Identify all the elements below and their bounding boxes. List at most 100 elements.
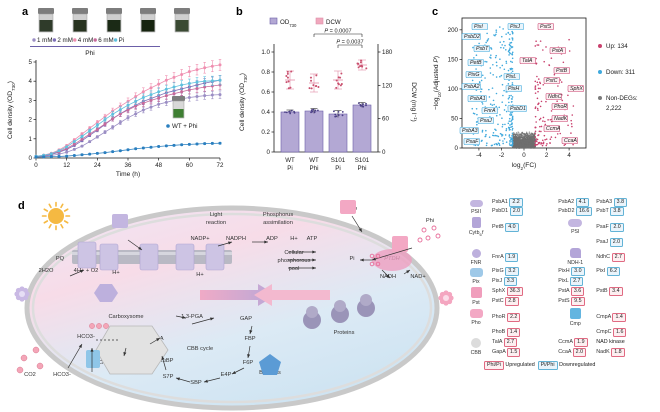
gene-label-SphX: SphX bbox=[568, 85, 584, 92]
culture-vial bbox=[38, 8, 54, 32]
gene-label-PixI: PixI bbox=[472, 23, 488, 30]
svg-text:24: 24 bbox=[94, 162, 101, 169]
ribosome-icon bbox=[360, 294, 372, 306]
data-point bbox=[311, 87, 313, 89]
h-plus-label2: H+ bbox=[112, 270, 120, 276]
panel-d-diagram: LightreactionPhosphorusassimilationNADP+… bbox=[0, 198, 460, 412]
downregulated-text: Downregulated bbox=[559, 362, 595, 368]
data-point bbox=[362, 103, 364, 105]
phi-molecule bbox=[436, 234, 440, 238]
data-point bbox=[340, 73, 342, 75]
svg-text:150: 150 bbox=[448, 56, 459, 63]
svg-text:0: 0 bbox=[267, 149, 271, 156]
data-point bbox=[286, 111, 288, 113]
svg-text:-4: -4 bbox=[476, 152, 482, 159]
co2-molecule bbox=[37, 363, 43, 369]
ribosome-icon bbox=[334, 300, 346, 312]
panel-d: d Light reaction Phosphorus assimilation NAD… bbox=[0, 198, 660, 412]
svg-text:48: 48 bbox=[155, 162, 162, 169]
pix-icon bbox=[463, 268, 489, 279]
legend-group-Pst: Pst bbox=[462, 286, 490, 307]
table-row: PstC 2.8 PstS 9.5 bbox=[462, 297, 660, 308]
fold-change-PhoR: 2.2 bbox=[507, 313, 520, 322]
fold-change-SphX: 36.3 bbox=[507, 287, 523, 296]
data-point bbox=[365, 104, 367, 106]
data-point bbox=[338, 114, 340, 116]
fold-change-PixG: 3.2 bbox=[505, 267, 518, 276]
y2-axis-label: DCW (mg l−1) bbox=[410, 82, 419, 121]
fold-change-NdhC: 2.7 bbox=[612, 253, 625, 262]
light-reaction-label2: reaction bbox=[206, 220, 226, 226]
data-point bbox=[365, 103, 367, 105]
gene-name-PsbD1: PsbD1 bbox=[492, 208, 508, 214]
y-axis-label: Cell density (OD730) bbox=[239, 73, 248, 131]
legend-key: Phi/Pi Upregulated Pi/Phi Downregulated bbox=[462, 361, 660, 370]
gene-name-CcaA: CcaA bbox=[558, 349, 571, 355]
pq-label: PQ bbox=[56, 256, 65, 262]
data-point bbox=[287, 71, 289, 73]
gene-label-PsbD2: PsbD2 bbox=[462, 33, 481, 40]
gene-label-PstC: PstC bbox=[544, 77, 560, 84]
table-row: CBB TalA 2.7 CcmA 1.9 NAD kinase bbox=[462, 337, 660, 347]
dcw-legend-label: DCW bbox=[326, 19, 341, 26]
legend-dot bbox=[94, 38, 97, 41]
gene-label-PsbD1: PsbD1 bbox=[508, 105, 527, 112]
svg-text:36: 36 bbox=[125, 162, 132, 169]
fold-change-CcmA: 1.9 bbox=[574, 338, 587, 347]
x-axis-label: Time (h) bbox=[116, 171, 140, 178]
svg-text:1: 1 bbox=[29, 136, 33, 143]
legend-dot bbox=[53, 38, 56, 41]
legend-table: PSII PsbA1 2.2 PsbA2 4.1 PsbA3 3.8 PsbD1 2.0… bbox=[462, 198, 660, 357]
svg-text:0.6: 0.6 bbox=[261, 89, 270, 96]
panel-d-legend-table: PSII PsbA1 2.2 PsbA2 4.1 PsbA3 3.8 PsbD1 2.0… bbox=[462, 198, 660, 412]
data-point bbox=[361, 66, 363, 68]
svg-text:PsbD1: PsbD1 bbox=[510, 106, 526, 112]
svg-text:NadK: NadK bbox=[554, 116, 568, 122]
gene-label-PstA: PstA bbox=[550, 47, 566, 54]
panel-c: c 0 50 100 150 200 -4 -2 0 2 4 log2(FC) −log10(Adju… bbox=[428, 0, 660, 200]
svg-text:2: 2 bbox=[29, 117, 33, 124]
svg-text:4: 4 bbox=[567, 152, 571, 159]
psi-icon bbox=[557, 219, 593, 229]
fold-change-GapA: 1.5 bbox=[507, 348, 520, 357]
svg-text:PsaJ: PsaJ bbox=[480, 118, 492, 124]
od-swatch bbox=[270, 18, 277, 24]
hco3-molecule bbox=[96, 323, 101, 328]
gene-name-PhoB: PhoB bbox=[492, 329, 505, 335]
fold-change-FnrA: 1.9 bbox=[505, 253, 518, 262]
panel-a-legend: 1 mM 2 mM 4 mM 6 mM PiPhi bbox=[30, 37, 160, 57]
sun-icon bbox=[43, 203, 70, 230]
gene-name-PixH: PixH bbox=[558, 268, 569, 274]
group-label-Pst: Pst bbox=[463, 300, 489, 306]
data-point bbox=[317, 86, 319, 88]
gap-label: GAP bbox=[240, 316, 252, 322]
carboxysome-shape bbox=[96, 326, 168, 374]
gene-name-PetB: PetB bbox=[492, 224, 504, 230]
gene-label-PsaF: PsaF bbox=[464, 138, 480, 145]
legend-nondeg-label: Non-DEGs: bbox=[606, 95, 638, 102]
gene-name-PstS: PstS bbox=[558, 298, 569, 304]
gene-label-PsaJ: PsaJ bbox=[478, 117, 494, 124]
data-point bbox=[291, 110, 293, 112]
group-label-PSII: PSII bbox=[463, 209, 489, 215]
group-label-Pho: Pho bbox=[463, 320, 489, 326]
water-label: 2H2O bbox=[39, 268, 54, 274]
legend-up-label: Up: 134 bbox=[606, 43, 628, 50]
panel-c-volcano: 050100150200-4 -2 0 2 4log2(FC)−log10(Adjust… bbox=[428, 0, 660, 200]
svg-text:CcmA: CcmA bbox=[546, 126, 561, 132]
panel-a: a 1 mM 2 mM 4 mM 6 mM Pi Phi 0 1 2 3 4 5 0 12 24 36 48 60… bbox=[0, 0, 228, 200]
data-point bbox=[314, 111, 316, 113]
data-point bbox=[342, 111, 344, 113]
svg-text:0: 0 bbox=[382, 149, 386, 156]
gene-label-PixJ: PixJ bbox=[508, 23, 524, 30]
carboxysome-label: Carboxysome bbox=[108, 314, 143, 320]
upregulated-text: Upregulated bbox=[505, 362, 534, 368]
svg-text:PixJ: PixJ bbox=[510, 24, 520, 30]
gene-name-PixG: PixG bbox=[492, 268, 504, 274]
svg-text:PixG: PixG bbox=[468, 72, 479, 78]
hco3-in-label: HCO3- bbox=[77, 334, 95, 340]
fold-change-PixJ: 3.3 bbox=[504, 277, 517, 286]
fold-change-PsbD1: 2.0 bbox=[510, 207, 523, 216]
svg-text:PsaF: PsaF bbox=[466, 139, 479, 145]
pix-transporter bbox=[112, 214, 128, 228]
